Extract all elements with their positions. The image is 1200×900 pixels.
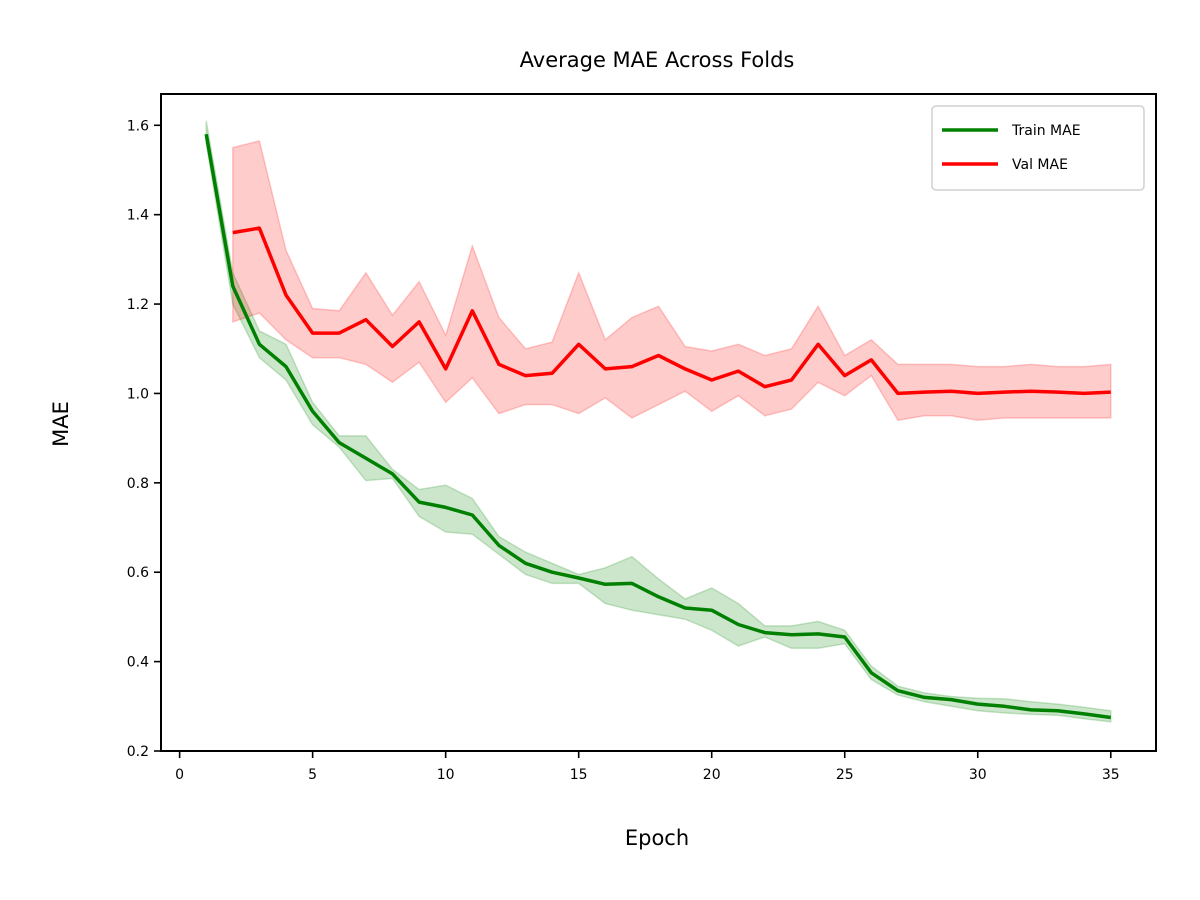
y-tick-label: 1.2 — [127, 297, 149, 313]
legend-label: Train MAE — [1011, 123, 1081, 139]
legend: Train MAE Val MAE — [931, 105, 1145, 191]
legend-box — [931, 105, 1145, 191]
confidence-bands — [205, 120, 1112, 723]
x-tick-label: 15 — [570, 767, 588, 783]
x-tick-label: 10 — [437, 767, 455, 783]
val-mae-line — [232, 226, 1111, 396]
y-tick-label: 0.4 — [127, 655, 149, 671]
axes: 0 5 10 15 20 25 30 35 0.2 0.4 0.6 0.8 1.0 1.2 1.4 1.6 — [127, 93, 1157, 783]
chart-title: Average MAE Across Folds — [520, 48, 795, 72]
y-tick-label: 0.6 — [127, 565, 149, 581]
x-tick-label: 25 — [836, 767, 854, 783]
x-tick-label: 5 — [308, 767, 317, 783]
x-tick-label: 20 — [703, 767, 721, 783]
x-tick-label: 35 — [1102, 767, 1120, 783]
y-tick-label: 1.4 — [127, 208, 149, 224]
y-tick-label: 1.0 — [127, 386, 149, 402]
train-mae-line — [204, 133, 1112, 720]
x-tick-label: 30 — [969, 767, 987, 783]
x-axis-label: Epoch — [625, 826, 689, 850]
y-tick-label: 1.6 — [127, 118, 149, 134]
y-tick-label: 0.2 — [127, 744, 149, 760]
series-lines — [204, 133, 1112, 720]
x-tick-label: 0 — [175, 767, 184, 783]
plot-frame — [160, 93, 1157, 752]
y-tick-label: 0.8 — [127, 476, 149, 492]
train-mae-band — [205, 120, 1112, 723]
legend-label: Val MAE — [1012, 157, 1068, 173]
y-axis-label: MAE — [49, 401, 73, 447]
